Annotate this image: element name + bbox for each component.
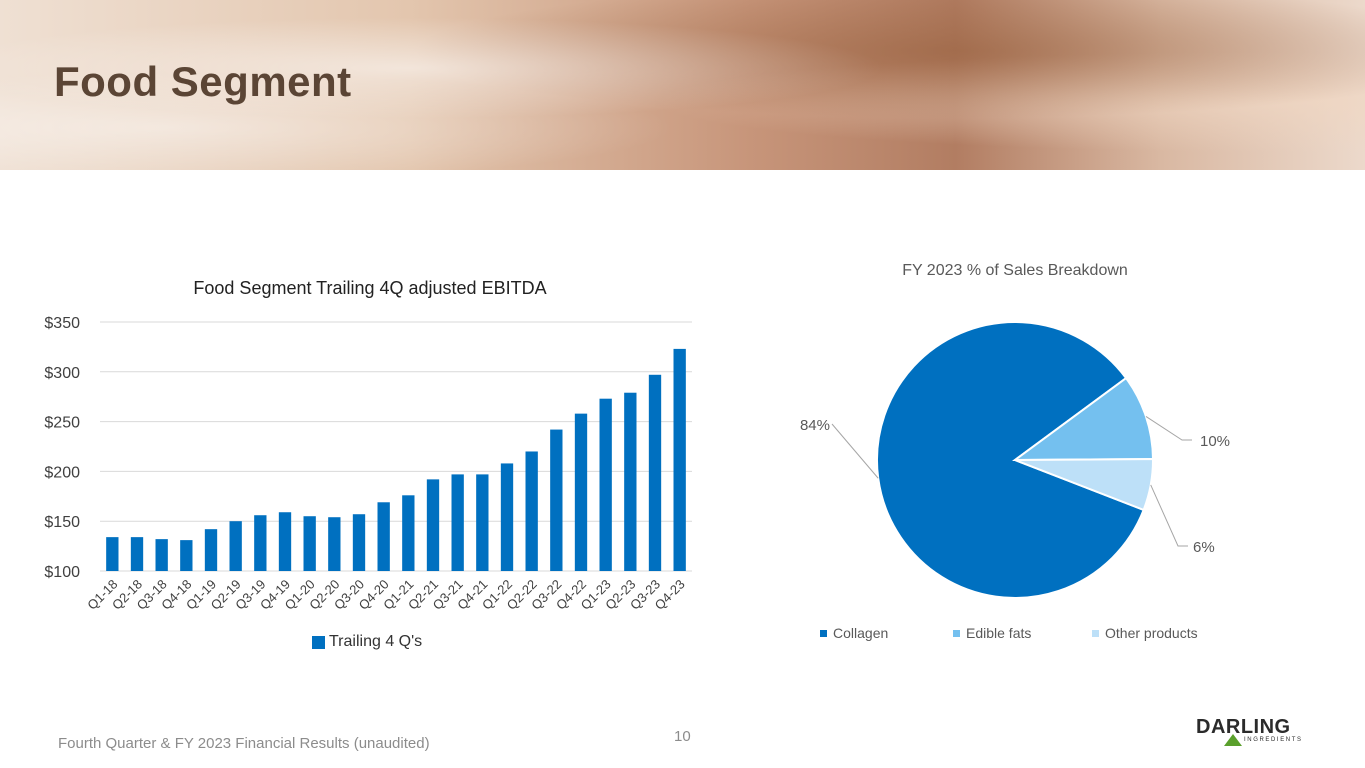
- pie-legend-edible-fats: Edible fats: [953, 625, 1031, 641]
- bar-chart-legend: Trailing 4 Q's: [312, 633, 422, 651]
- bar: [673, 348, 686, 571]
- bar: [278, 512, 292, 571]
- bar-chart: $100$150$200$250$300$350Q1-18Q2-18Q3-18Q…: [44, 315, 692, 613]
- leader-line: [831, 423, 879, 479]
- y-tick-label: $100: [44, 564, 80, 581]
- bar: [204, 529, 218, 571]
- bar: [624, 392, 637, 571]
- pie-chart: 84% 10% 6%: [800, 321, 1230, 599]
- bar: [106, 537, 119, 571]
- pie-data-label: 10%: [1200, 433, 1230, 450]
- bar: [599, 398, 612, 571]
- legend-label: Collagen: [833, 625, 889, 641]
- y-tick-label: $300: [44, 365, 80, 382]
- bar: [180, 540, 193, 571]
- bar: [377, 502, 390, 571]
- bar: [648, 374, 662, 571]
- legend-swatch: [1092, 629, 1099, 637]
- bar: [155, 539, 168, 571]
- bar: [328, 517, 341, 571]
- bar: [402, 495, 415, 571]
- header-banner: [0, 0, 1365, 170]
- pie-chart-title: FY 2023 % of Sales Breakdown: [902, 262, 1128, 279]
- bar: [303, 516, 316, 571]
- y-tick-label: $250: [44, 415, 80, 432]
- pie-slice: [876, 321, 1145, 599]
- bar: [550, 429, 563, 571]
- legend-swatch: [820, 629, 827, 637]
- bar: [574, 413, 588, 571]
- y-tick-label: $150: [44, 514, 80, 531]
- legend-swatch: [953, 629, 960, 637]
- leader-line: [1150, 484, 1188, 547]
- pie-data-label: 6%: [1193, 539, 1215, 556]
- y-tick-label: $200: [44, 464, 80, 481]
- page-title: Food Segment: [54, 58, 352, 105]
- legend-swatch: [312, 635, 325, 649]
- y-tick-label: $350: [44, 315, 80, 332]
- bar: [254, 515, 267, 571]
- bar: [352, 514, 366, 571]
- bar: [426, 479, 440, 571]
- pie-legend-other-products: Other products: [1092, 625, 1198, 641]
- legend-label: Edible fats: [966, 625, 1032, 641]
- bar: [130, 537, 144, 571]
- bar-chart-title: Food Segment Trailing 4Q adjusted EBITDA: [193, 278, 547, 298]
- logo-triangle-icon: [1224, 734, 1242, 746]
- leader-line: [1145, 416, 1192, 441]
- bar: [525, 451, 538, 571]
- bar: [476, 474, 489, 571]
- logo-sub: INGREDIENTS: [1244, 737, 1303, 743]
- pie-legend-collagen: Collagen: [820, 625, 888, 641]
- legend-label-trailing: Trailing 4 Q's: [329, 633, 423, 650]
- pie-data-label: 84%: [800, 417, 830, 434]
- bar: [229, 521, 242, 571]
- pie-slice: [1011, 376, 1155, 462]
- logo-name: DARLING: [1196, 716, 1291, 738]
- page-number: 10: [674, 728, 691, 745]
- footer-text: Fourth Quarter & FY 2023 Financial Resul…: [58, 735, 430, 752]
- company-logo: DARLING INGREDIENTS: [1196, 716, 1308, 746]
- legend-label: Other products: [1105, 625, 1198, 641]
- bar: [451, 474, 464, 571]
- bar: [500, 463, 514, 571]
